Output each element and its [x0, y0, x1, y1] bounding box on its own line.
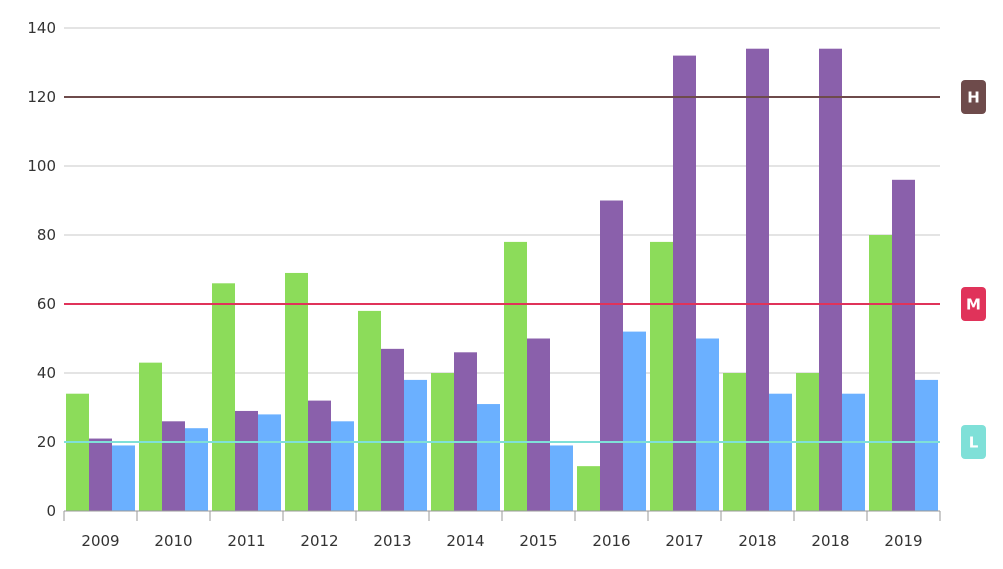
bar-series-2[interactable] [235, 410, 258, 511]
reference-badge-label: H [967, 89, 980, 107]
y-tick-label: 40 [37, 364, 56, 382]
bar-series-3[interactable] [404, 379, 427, 511]
bar-series-2[interactable] [162, 421, 185, 511]
x-tick-label: 2018 [738, 532, 776, 550]
y-tick-label: 140 [27, 19, 56, 37]
bar-series-2[interactable] [673, 55, 696, 511]
bar-series-3[interactable] [915, 379, 938, 511]
bar-series-2[interactable] [527, 338, 550, 512]
bar-series-3[interactable] [550, 445, 573, 511]
bar-series-1[interactable] [212, 283, 235, 511]
bar-series-1[interactable] [285, 272, 308, 511]
bar-series-3[interactable] [112, 445, 135, 511]
x-tick-label: 2018 [811, 532, 849, 550]
reference-badge-m[interactable] [961, 287, 986, 321]
bar-series-2[interactable] [819, 48, 842, 511]
bar-series-1[interactable] [504, 241, 527, 511]
y-tick-label: 100 [27, 157, 56, 175]
bar-series-2[interactable] [892, 179, 915, 512]
bar-series-3[interactable] [185, 428, 208, 511]
reference-badge-h[interactable] [961, 80, 986, 114]
x-tick-label: 2017 [665, 532, 703, 550]
bar-series-2[interactable] [600, 200, 623, 512]
bar-series-1[interactable] [650, 241, 673, 511]
bar-series-1[interactable] [577, 466, 600, 511]
x-tick-label: 2012 [300, 532, 338, 550]
x-tick-label: 2015 [519, 532, 557, 550]
reference-badge-l[interactable] [961, 425, 986, 459]
bar-series-2[interactable] [454, 352, 477, 511]
y-tick-label: 120 [27, 88, 56, 106]
axes: 0 20 40 60 80 100 120 140 2009 2010 2011 2012 2013 20… [27, 19, 941, 550]
y-tick-label: 80 [37, 226, 56, 244]
bar-series-1[interactable] [66, 393, 89, 511]
reference-badge-label: M [966, 296, 981, 314]
bar-series-2[interactable] [89, 438, 112, 511]
y-tick-label: 0 [46, 502, 56, 520]
x-tick-label: 2014 [446, 532, 484, 550]
reference-lines: H M L [64, 80, 986, 459]
bar-series-2[interactable] [746, 48, 769, 511]
bar-series-3[interactable] [258, 414, 281, 511]
bar-series-1[interactable] [139, 362, 162, 511]
bar-series-3[interactable] [331, 421, 354, 511]
x-tick-label: 2009 [81, 532, 119, 550]
x-tick-label: 2019 [884, 532, 922, 550]
y-tick-label: 20 [37, 433, 56, 451]
x-tick-label: 2010 [154, 532, 192, 550]
bar-series-1[interactable] [869, 235, 892, 511]
x-tick-label: 2016 [592, 532, 630, 550]
reference-badge-label: L [969, 434, 979, 452]
bar-series-3[interactable] [842, 393, 865, 511]
bar-series-3[interactable] [623, 331, 646, 511]
bar-series-1[interactable] [358, 310, 381, 511]
x-tick-label: 2013 [373, 532, 411, 550]
y-tick-label: 60 [37, 295, 56, 313]
bar-series-3[interactable] [696, 338, 719, 512]
x-tick-label: 2011 [227, 532, 265, 550]
bar-series-2[interactable] [381, 348, 404, 511]
bars [66, 48, 938, 512]
bar-series-2[interactable] [308, 400, 331, 511]
bar-series-3[interactable] [477, 404, 500, 511]
bar-series-3[interactable] [769, 393, 792, 511]
